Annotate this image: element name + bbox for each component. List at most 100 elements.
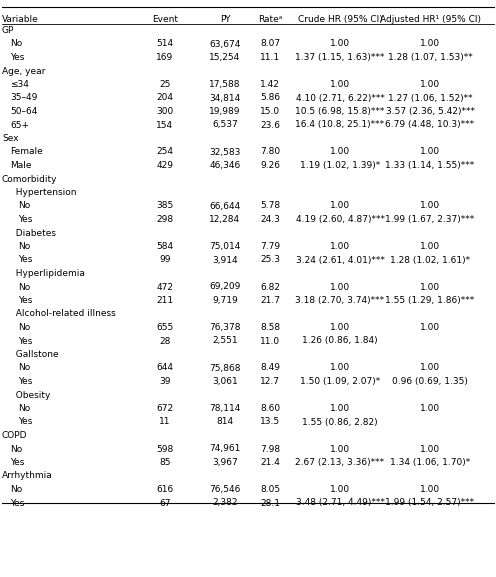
Text: No: No	[18, 323, 30, 332]
Text: 8.07: 8.07	[260, 39, 280, 48]
Text: Event: Event	[152, 15, 178, 24]
Text: 598: 598	[156, 444, 174, 454]
Text: Male: Male	[10, 161, 32, 170]
Text: 4.19 (2.60, 4.87)***: 4.19 (2.60, 4.87)***	[296, 215, 384, 224]
Text: 50–64: 50–64	[10, 107, 37, 116]
Text: 3.48 (2.71, 4.49)***: 3.48 (2.71, 4.49)***	[296, 499, 384, 508]
Text: 385: 385	[156, 201, 174, 211]
Text: 16.4 (10.8, 25.1)***: 16.4 (10.8, 25.1)***	[296, 121, 384, 129]
Text: 1.28 (1.07, 1.53)**: 1.28 (1.07, 1.53)**	[388, 53, 472, 62]
Text: 46,346: 46,346	[209, 161, 241, 170]
Text: 1.00: 1.00	[330, 404, 350, 413]
Text: 67: 67	[159, 499, 171, 508]
Text: 1.00: 1.00	[420, 323, 440, 332]
Text: 12.7: 12.7	[260, 377, 280, 386]
Text: 7.98: 7.98	[260, 444, 280, 454]
Text: Variable: Variable	[2, 15, 39, 24]
Text: Yes: Yes	[10, 458, 24, 467]
Text: 204: 204	[157, 93, 174, 103]
Text: 300: 300	[156, 107, 174, 116]
Text: COPD: COPD	[2, 431, 27, 440]
Text: 1.99 (1.54, 2.57)***: 1.99 (1.54, 2.57)***	[385, 499, 475, 508]
Text: 65+: 65+	[10, 121, 29, 129]
Text: 66,644: 66,644	[209, 201, 241, 211]
Text: Yes: Yes	[10, 53, 24, 62]
Text: 154: 154	[156, 121, 174, 129]
Text: 8.49: 8.49	[260, 364, 280, 373]
Text: Arrhythmia: Arrhythmia	[2, 471, 53, 481]
Text: Yes: Yes	[18, 296, 32, 305]
Text: 584: 584	[156, 242, 174, 251]
Text: 1.00: 1.00	[420, 242, 440, 251]
Text: 1.00: 1.00	[330, 39, 350, 48]
Text: 11: 11	[159, 418, 171, 426]
Text: 1.00: 1.00	[420, 39, 440, 48]
Text: 15.0: 15.0	[260, 107, 280, 116]
Text: 7.80: 7.80	[260, 148, 280, 156]
Text: 4.10 (2.71, 6.22)***: 4.10 (2.71, 6.22)***	[296, 93, 384, 103]
Text: 85: 85	[159, 458, 171, 467]
Text: 672: 672	[156, 404, 174, 413]
Text: 655: 655	[156, 323, 174, 332]
Text: 11.0: 11.0	[260, 336, 280, 346]
Text: 28.1: 28.1	[260, 499, 280, 508]
Text: 12,284: 12,284	[209, 215, 241, 224]
Text: 1.00: 1.00	[330, 485, 350, 494]
Text: 1.00: 1.00	[420, 80, 440, 89]
Text: 3,967: 3,967	[212, 458, 238, 467]
Text: Female: Female	[10, 148, 43, 156]
Text: 1.28 (1.02, 1.61)*: 1.28 (1.02, 1.61)*	[390, 256, 470, 264]
Text: 8.60: 8.60	[260, 404, 280, 413]
Text: 616: 616	[156, 485, 174, 494]
Text: PY: PY	[220, 15, 230, 24]
Text: 9.26: 9.26	[260, 161, 280, 170]
Text: 15,254: 15,254	[209, 53, 241, 62]
Text: 1.00: 1.00	[420, 364, 440, 373]
Text: Adjusted HR¹ (95% CI): Adjusted HR¹ (95% CI)	[379, 15, 481, 24]
Text: Age, year: Age, year	[2, 66, 45, 76]
Text: 1.42: 1.42	[260, 80, 280, 89]
Text: 1.00: 1.00	[330, 444, 350, 454]
Text: Yes: Yes	[18, 418, 32, 426]
Text: No: No	[18, 201, 30, 211]
Text: 1.26 (0.86, 1.84): 1.26 (0.86, 1.84)	[302, 336, 378, 346]
Text: 39: 39	[159, 377, 171, 386]
Text: 254: 254	[157, 148, 174, 156]
Text: 2,551: 2,551	[212, 336, 238, 346]
Text: 6.82: 6.82	[260, 283, 280, 291]
Text: 298: 298	[156, 215, 174, 224]
Text: 8.05: 8.05	[260, 485, 280, 494]
Text: 5.86: 5.86	[260, 93, 280, 103]
Text: No: No	[18, 404, 30, 413]
Text: No: No	[18, 364, 30, 373]
Text: No: No	[18, 283, 30, 291]
Text: 1.99 (1.67, 2.37)***: 1.99 (1.67, 2.37)***	[385, 215, 475, 224]
Text: 6.79 (4.48, 10.3)***: 6.79 (4.48, 10.3)***	[385, 121, 475, 129]
Text: 3,914: 3,914	[212, 256, 238, 264]
Text: 78,114: 78,114	[209, 404, 241, 413]
Text: Obesity: Obesity	[10, 391, 51, 399]
Text: Yes: Yes	[10, 499, 24, 508]
Text: 1.34 (1.06, 1.70)*: 1.34 (1.06, 1.70)*	[390, 458, 470, 467]
Text: 514: 514	[156, 39, 174, 48]
Text: 25.3: 25.3	[260, 256, 280, 264]
Text: 1.37 (1.15, 1.63)***: 1.37 (1.15, 1.63)***	[295, 53, 385, 62]
Text: 3.57 (2.36, 5.42)***: 3.57 (2.36, 5.42)***	[385, 107, 475, 116]
Text: 74,961: 74,961	[209, 444, 241, 454]
Text: 644: 644	[157, 364, 174, 373]
Text: ≤34: ≤34	[10, 80, 29, 89]
Text: 5.78: 5.78	[260, 201, 280, 211]
Text: 2,382: 2,382	[212, 499, 238, 508]
Text: No: No	[10, 39, 22, 48]
Text: 75,014: 75,014	[209, 242, 241, 251]
Text: 2.67 (2.13, 3.36)***: 2.67 (2.13, 3.36)***	[296, 458, 384, 467]
Text: 6,537: 6,537	[212, 121, 238, 129]
Text: 7.79: 7.79	[260, 242, 280, 251]
Text: 99: 99	[159, 256, 171, 264]
Text: Yes: Yes	[18, 215, 32, 224]
Text: No: No	[18, 242, 30, 251]
Text: 10.5 (6.98, 15.8)***: 10.5 (6.98, 15.8)***	[295, 107, 385, 116]
Text: 11.1: 11.1	[260, 53, 280, 62]
Text: Diabetes: Diabetes	[10, 228, 56, 238]
Text: 1.19 (1.02, 1.39)*: 1.19 (1.02, 1.39)*	[300, 161, 380, 170]
